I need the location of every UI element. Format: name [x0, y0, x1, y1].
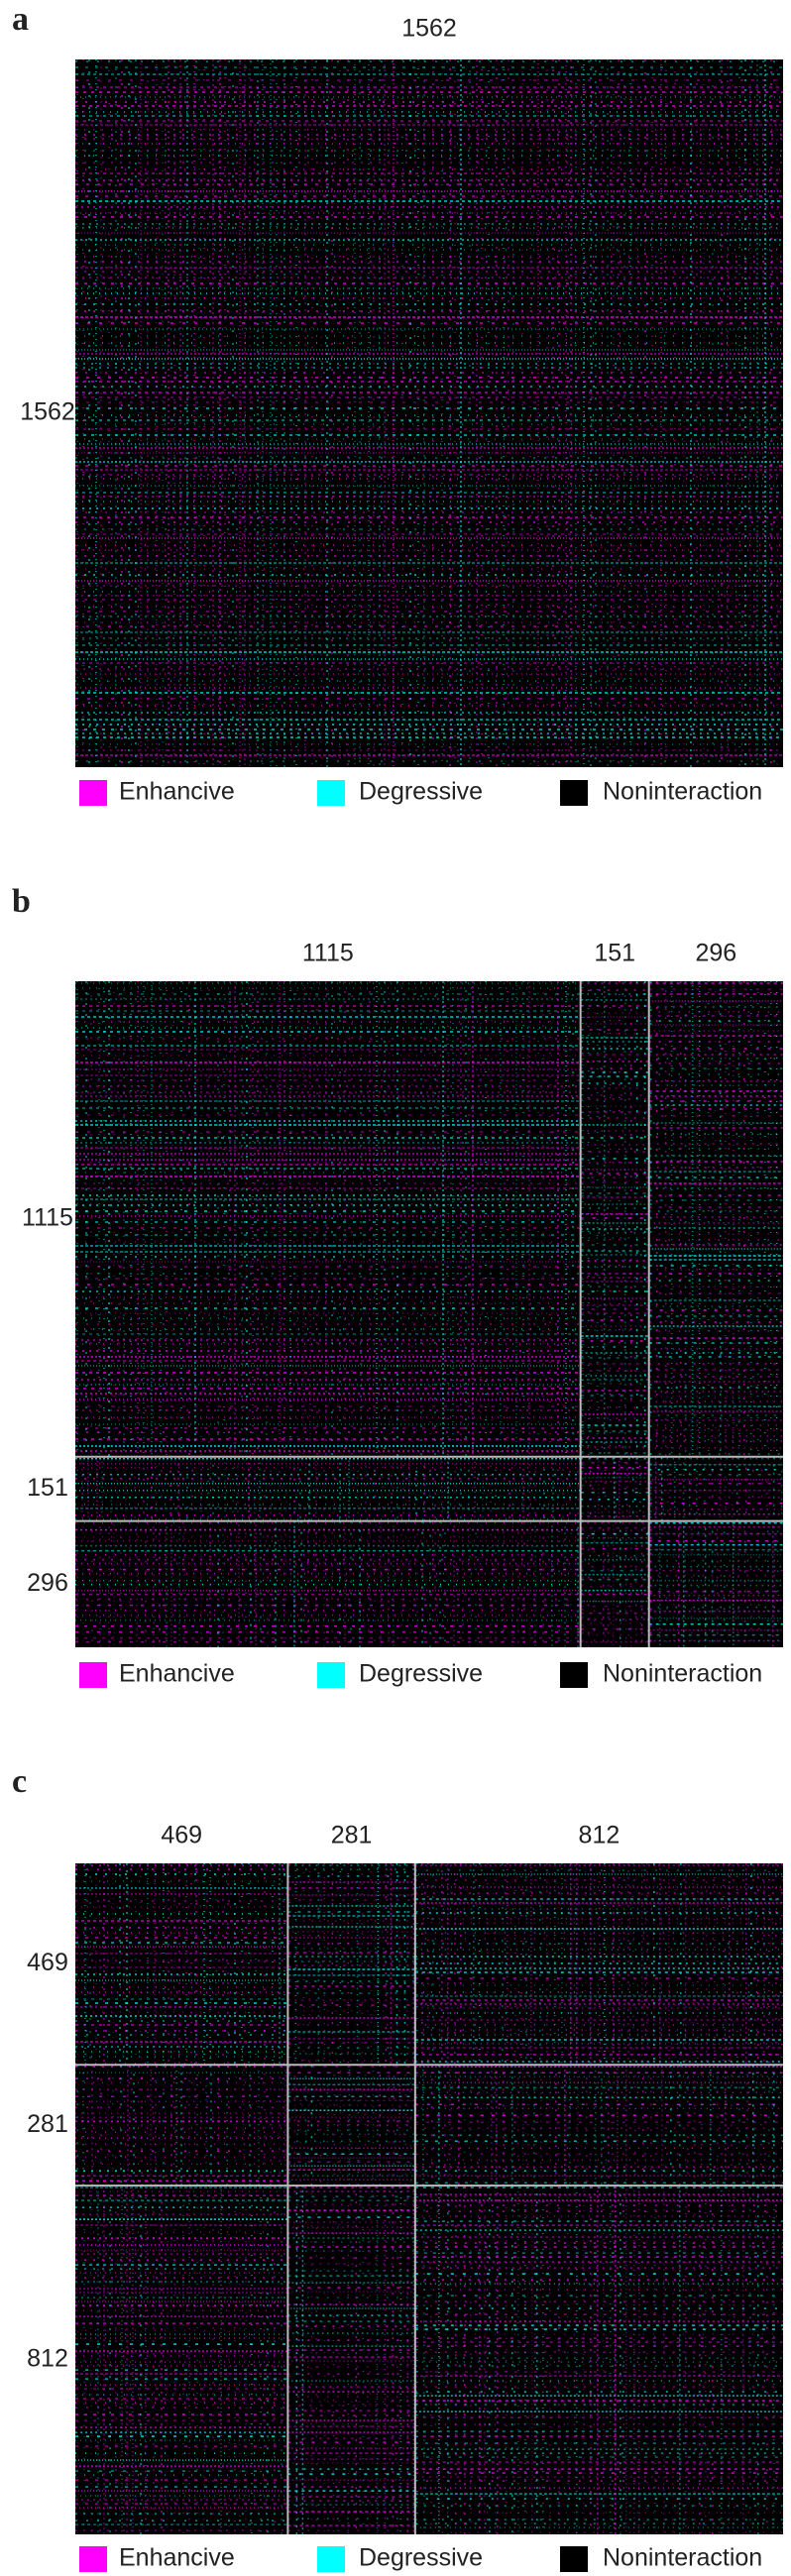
legend-swatch: [317, 780, 345, 806]
column-block-label: 281: [331, 1822, 373, 1849]
row-block-label: 469: [27, 1949, 68, 1976]
panel-label: b: [12, 883, 31, 920]
column-block-label: 151: [594, 940, 635, 967]
legend-swatch: [79, 1662, 107, 1688]
panel: b 1115 1115 151 151 296 296 Enhancive Degressive…: [12, 883, 783, 1688]
panel-label: a: [12, 1, 29, 38]
block: [75, 59, 783, 767]
row-block-label: 281: [27, 2110, 68, 2138]
block: [648, 1520, 783, 1647]
block: [287, 2065, 415, 2186]
legend-label: Degressive: [359, 2544, 483, 2572]
legend-label: Enhancive: [119, 1660, 235, 1688]
legend-label: Degressive: [359, 778, 483, 806]
block: [75, 1520, 581, 1647]
block: [75, 1456, 581, 1521]
legend-label: Enhancive: [119, 778, 235, 806]
block: [580, 1520, 649, 1647]
panel-label: c: [12, 1763, 27, 1800]
block: [414, 2065, 783, 2186]
block: [287, 1863, 415, 2066]
block: [75, 2185, 288, 2534]
panel: a 1562 1562 Enhancive Degressive Noninteracti…: [12, 1, 783, 806]
legend-label: Degressive: [359, 1660, 483, 1688]
block: [287, 2185, 415, 2534]
block: [648, 1456, 783, 1521]
legend-label: Noninteraction: [603, 778, 762, 806]
legend-swatch: [317, 2546, 345, 2572]
legend-swatch: [560, 1662, 588, 1688]
row-block-label: 1562: [20, 398, 75, 426]
block: [75, 2065, 288, 2186]
row-block-label: 1115: [22, 1203, 73, 1231]
legend-swatch: [317, 1662, 345, 1688]
block: [580, 981, 649, 1457]
block: [75, 1863, 288, 2066]
legend-label: Noninteraction: [603, 2544, 762, 2572]
row-block-label: 812: [27, 2345, 68, 2373]
row-block-label: 296: [27, 1569, 68, 1597]
legend-swatch: [79, 780, 107, 806]
column-block-label: 469: [161, 1822, 202, 1849]
legend-label: Enhancive: [119, 2544, 235, 2572]
legend-swatch: [560, 2546, 588, 2572]
block: [75, 981, 581, 1457]
block: [648, 981, 783, 1457]
column-block-label: 812: [579, 1822, 621, 1849]
column-block-label: 1115: [302, 940, 354, 967]
panel: c 469 469 281 281 812 812 Enhancive Degressive No…: [12, 1763, 783, 2572]
column-block-label: 1562: [401, 15, 457, 43]
row-block-label: 151: [27, 1474, 68, 1502]
legend-swatch: [560, 780, 588, 806]
legend-label: Noninteraction: [603, 1660, 762, 1688]
legend-swatch: [79, 2546, 107, 2572]
column-block-label: 296: [695, 940, 736, 967]
